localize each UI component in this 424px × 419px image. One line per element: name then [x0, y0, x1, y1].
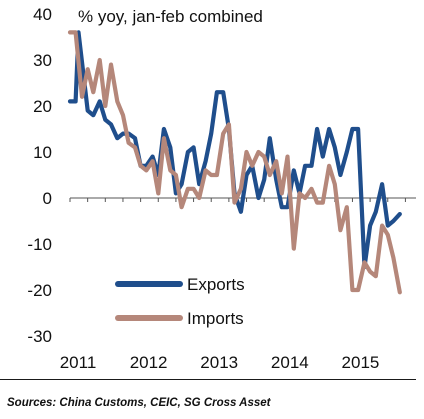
y-tick-label: 0: [43, 189, 52, 208]
y-axis-labels: 40 30 20 10 0 -10 -20 -30: [27, 5, 52, 346]
legend: Exports Imports: [115, 275, 245, 328]
y-tick-label: -30: [27, 327, 52, 346]
x-tick-label: 2012: [130, 353, 168, 372]
series-line-imports: [67, 30, 402, 295]
x-tick-label: 2014: [271, 353, 309, 372]
source-divider: [0, 379, 416, 380]
legend-label-exports: Exports: [187, 275, 245, 294]
source-note: Sources: China Customs, CEIC, SG Cross A…: [7, 397, 271, 409]
legend-label-imports: Imports: [187, 309, 244, 328]
y-tick-label: 10: [33, 143, 52, 162]
y-tick-label: 40: [33, 5, 52, 24]
y-tick-label: -10: [27, 235, 52, 254]
chart-title: % yoy, jan-feb combined: [78, 7, 263, 26]
y-tick-label: 20: [33, 97, 52, 116]
y-tick-label: -20: [27, 281, 52, 300]
x-tick-label: 2011: [60, 353, 97, 372]
x-tick-label: 2015: [342, 353, 380, 372]
y-tick-label: 30: [33, 51, 52, 70]
series-layer: [67, 30, 402, 295]
x-tick-label: 2013: [200, 353, 238, 372]
x-axis-labels: 2011 2012 2013 2014 2015: [60, 353, 380, 372]
